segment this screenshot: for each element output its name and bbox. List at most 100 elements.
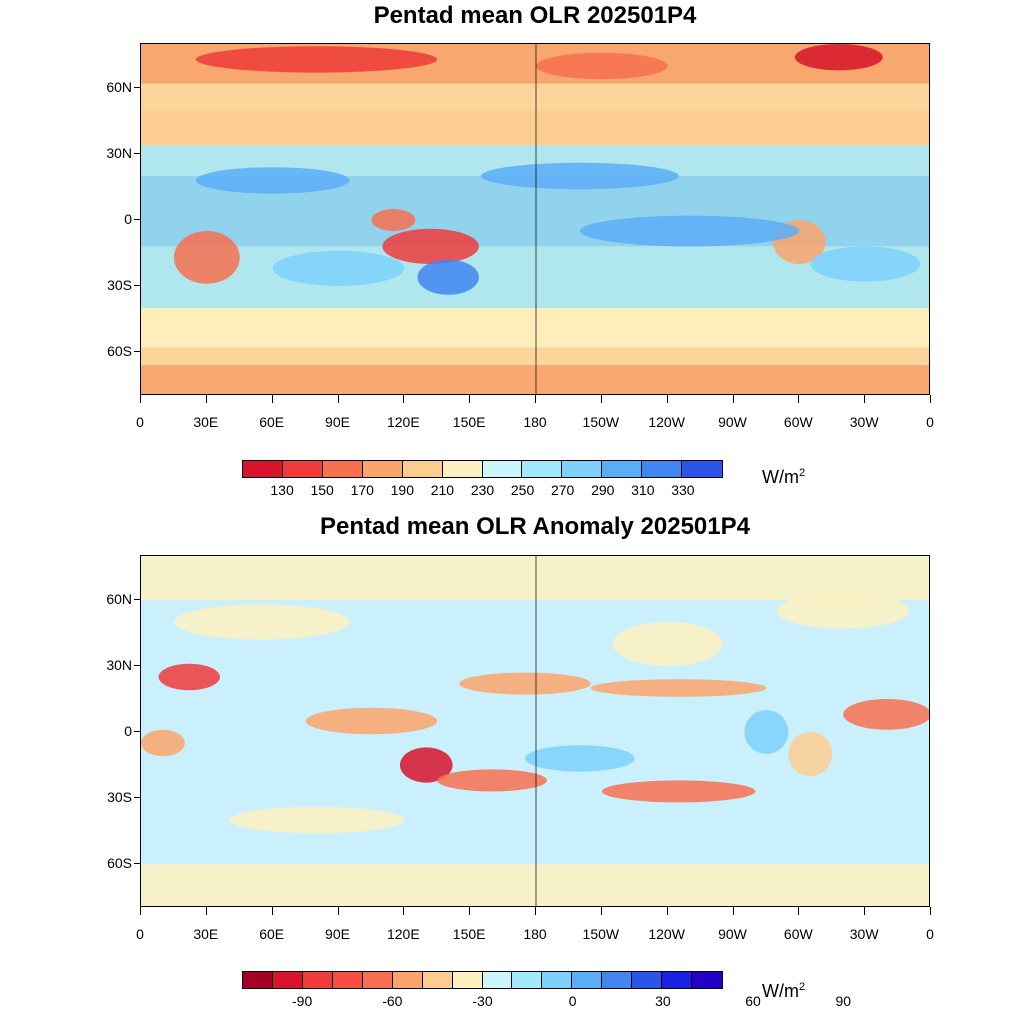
field-anomaly-blob [305, 707, 438, 735]
lon-tick [666, 907, 668, 915]
colorbar-swatch [282, 461, 323, 477]
colorbar-swatch [522, 461, 563, 477]
field-anomaly-blob [601, 780, 756, 803]
field-anomaly-blob [590, 679, 767, 697]
lon-tick-label: 30W [849, 926, 879, 942]
colorbar-tick-label: 190 [390, 482, 414, 498]
colorbar-tick-label: 90 [835, 993, 852, 1009]
colorbar-tick-label: -90 [292, 993, 313, 1009]
lat-tick [134, 87, 140, 88]
lat-tick [134, 863, 140, 864]
olr-map [140, 43, 930, 395]
field-anomaly-blob [141, 729, 185, 757]
lat-tick-label: 30S [107, 789, 132, 805]
anomaly-map [140, 555, 930, 907]
lon-tick [205, 907, 207, 915]
lon-tick [798, 907, 800, 915]
colorbar-swatch [402, 461, 443, 477]
colorbar-tick-label: 330 [671, 482, 695, 498]
lat-tick-label: 60N [106, 591, 132, 607]
lon-tick [140, 907, 141, 915]
lat-tick-label: 60S [107, 343, 132, 359]
lon-tick [732, 395, 734, 403]
olr-title: Pentad mean OLR 202501P4 [373, 2, 697, 29]
anomaly-field [141, 556, 929, 906]
lon-tick-label: 120W [648, 926, 685, 942]
lon-tick-label: 60E [259, 926, 285, 942]
lon-tick-label: 90W [718, 926, 747, 942]
colorbar-tick-label: 60 [745, 993, 761, 1009]
field-anomaly-blob [173, 604, 350, 640]
field-anomaly-blob [417, 259, 479, 295]
lat-tick-label: 30N [106, 145, 132, 161]
lon-tick [140, 395, 141, 403]
lon-tick-label: 60E [259, 414, 285, 430]
field-anomaly-blob [173, 231, 240, 284]
lon-tick-label: 180 [523, 926, 547, 942]
lon-tick-label: 0 [136, 414, 144, 430]
colorbar-tick-label: 210 [430, 482, 455, 498]
colorbar-swatch [482, 972, 513, 988]
colorbar-swatch [482, 461, 523, 477]
lat-tick [134, 285, 140, 286]
colorbar-swatch [362, 461, 403, 477]
field-anomaly-blob [777, 593, 910, 629]
colorbar-swatch [692, 972, 722, 988]
field-anomaly-blob [228, 806, 405, 834]
lon-tick-label: 150E [452, 414, 486, 430]
field-anomaly-blob [195, 167, 350, 194]
lon-tick-label: 180 [523, 414, 547, 430]
lat-tick-label: 30S [107, 277, 132, 293]
colorbar-tick-label: 290 [591, 482, 615, 498]
lon-tick-label: 60W [783, 414, 813, 430]
lat-tick [134, 599, 140, 600]
colorbar-tick-label: 130 [270, 482, 294, 498]
lat-tick [134, 153, 140, 154]
lon-tick-label: 120E [386, 414, 420, 430]
lon-tick [469, 907, 471, 915]
olr-field [141, 44, 929, 394]
colorbar-tick-label: 270 [550, 482, 575, 498]
colorbar-swatch [302, 972, 333, 988]
anomaly-title: Pentad mean OLR Anomaly 202501P4 [320, 513, 750, 540]
colorbar-swatch [602, 972, 633, 988]
colorbar-swatch [632, 972, 663, 988]
colorbar-swatch [322, 461, 363, 477]
lon-tick-label: 30W [849, 414, 879, 430]
colorbar-tick-label: 250 [510, 482, 535, 498]
lon-tick-label: 150W [582, 926, 620, 942]
field-anomaly-blob [810, 246, 921, 282]
lat-tick-label: 30N [106, 657, 132, 673]
field-anomaly-blob [794, 44, 883, 71]
field-zone [141, 308, 929, 348]
olr-unit-label: W/m2 [762, 467, 806, 487]
lon-tick [930, 907, 931, 915]
colorbar-swatch [682, 461, 723, 477]
field-anomaly-blob [399, 747, 453, 783]
lon-tick [535, 907, 536, 915]
colorbar-tick-label: 0 [568, 993, 577, 1009]
lon-tick [337, 907, 339, 915]
anomaly-colorbar [242, 971, 723, 989]
colorbar-swatch [572, 972, 603, 988]
lon-tick [403, 395, 405, 403]
lat-tick-label: 60N [106, 79, 132, 95]
colorbar-swatch [662, 972, 693, 988]
colorbar-swatch [332, 972, 363, 988]
colorbar-tick-label: 150 [310, 482, 334, 498]
lon-tick [600, 907, 602, 915]
lon-tick [205, 395, 207, 403]
lat-tick [134, 665, 140, 666]
colorbar-tick-label: -30 [472, 993, 493, 1009]
lat-tick [134, 219, 140, 220]
colorbar-tick-label: 30 [655, 993, 671, 1009]
lon-tick [864, 907, 866, 915]
field-anomaly-blob [272, 250, 405, 286]
olr-colorbar [242, 460, 723, 478]
lon-tick-label: 90E [325, 926, 350, 942]
colorbar-swatch [542, 972, 573, 988]
anomaly-unit-label: W/m2 [762, 981, 806, 1001]
colorbar-swatch [422, 972, 453, 988]
lon-tick [271, 395, 273, 403]
field-zone [141, 556, 929, 600]
